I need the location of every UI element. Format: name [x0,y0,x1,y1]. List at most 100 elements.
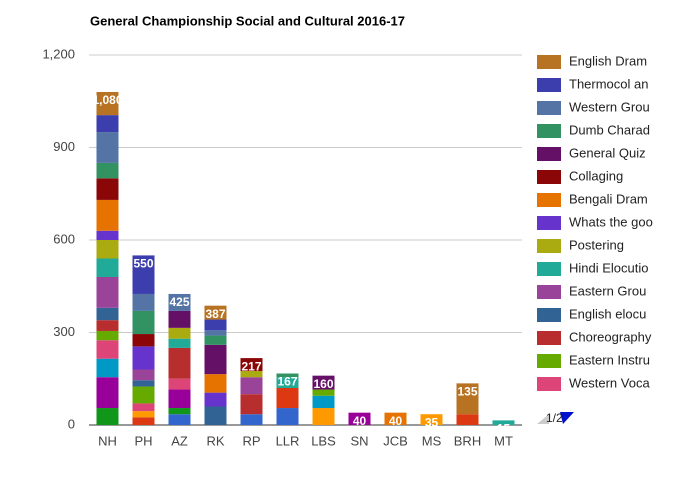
legend-label: Western Voca [569,375,650,390]
bar-segment [96,132,119,163]
total-label: 425 [169,295,189,309]
x-tick-label: RK [206,433,224,448]
legend-label: English elocu [569,306,646,321]
legend-swatch [537,124,561,138]
y-tick-label: 0 [68,416,75,431]
legend-swatch [537,78,561,92]
bar-segment [204,330,227,336]
legend-label: Dumb Charad [569,122,650,137]
bar-segment [132,346,155,370]
bar-segment [96,330,119,341]
legend-label: Postering [569,237,624,252]
legend-label: Hindi Elocutio [569,260,649,275]
legend-swatch [537,170,561,184]
x-tick-label: MS [422,433,442,448]
x-tick-label: MT [494,433,513,448]
legend-swatch [537,308,561,322]
legend-swatch [537,262,561,276]
x-tick-label: AZ [171,433,188,448]
bar-segment [420,414,443,425]
bar-segment [204,392,227,407]
legend-label: General Quiz [569,145,646,160]
bar-segment [312,395,335,409]
bar-segment [312,408,335,425]
legend-next[interactable] [560,412,574,424]
x-tick-label: RP [242,433,260,448]
bar-segment [240,371,263,378]
bar-segment [168,327,191,339]
legend-swatch [537,331,561,345]
bar-segment [96,258,119,277]
legend-label: Eastern Grou [569,283,646,298]
legend-swatch [537,216,561,230]
legend-label: Western Grou [569,99,650,114]
legend-swatch [537,101,561,115]
y-tick-label: 600 [53,231,75,246]
bar-segment [96,199,119,231]
legend-swatch [537,377,561,391]
bar-segment [312,389,335,396]
y-tick-label: 300 [53,324,75,339]
bar-segment [204,406,227,425]
x-tick-label: PH [134,433,152,448]
legend-label: Collaging [569,168,623,183]
bar-segment [96,377,119,409]
chart-title: General Championship Social and Cultural… [90,13,405,28]
legend-swatch [537,147,561,161]
bar-segment [132,334,155,347]
bar-segment [204,319,227,331]
total-label: 160 [313,377,333,391]
legend-label: Thermocol an [569,76,648,91]
bar-segment [96,162,119,179]
bar-segment [348,412,371,425]
total-label: 1,080 [92,93,122,107]
legend-swatch [537,55,561,69]
total-label: 167 [277,375,297,389]
bar-segment [204,374,227,393]
legend-label: Eastern Instru [569,352,650,367]
total-label: 135 [457,385,477,399]
bar-segment [204,344,227,375]
bar-segment [96,320,119,331]
grid [89,54,522,426]
legend-label: Bengali Dram [569,191,648,206]
bar-segment [168,310,191,328]
total-label: 15 [497,422,511,436]
bar-segment [96,340,119,359]
bar-segment [168,389,191,409]
total-label: 217 [241,359,261,373]
x-tick-label: JCB [383,433,408,448]
bar-segment [132,411,155,418]
x-tick-label: BRH [454,433,481,448]
y-tick-label: 900 [53,139,75,154]
legend-swatch [537,285,561,299]
bar-segment [132,403,155,412]
bar-segment [96,240,119,259]
bar-segment [132,417,155,425]
bar-segment [168,338,191,348]
legend-prev[interactable] [537,414,549,424]
bar-segment [132,255,155,294]
bar-segment [96,178,119,200]
bar-segment [276,377,299,388]
bar-segment [276,408,299,425]
total-label: 387 [205,307,225,321]
bar-segment [168,414,191,425]
bar-segment [276,388,299,409]
bar-segment [96,277,119,308]
legend-label: Whats the goo [569,214,653,229]
bar-segment [96,358,119,378]
bar-segment [168,347,191,379]
bar-segment [204,305,227,320]
x-tick-label: LBS [311,433,336,448]
legend-swatch [537,193,561,207]
bar-segment [168,408,191,415]
x-tick-label: LLR [276,433,300,448]
y-tick-label: 1,200 [42,46,75,61]
bar-segment [96,230,119,240]
bar-segment [132,310,155,335]
bar-segment [168,293,191,311]
total-label: 40 [353,414,367,428]
bar-segment [240,358,263,372]
